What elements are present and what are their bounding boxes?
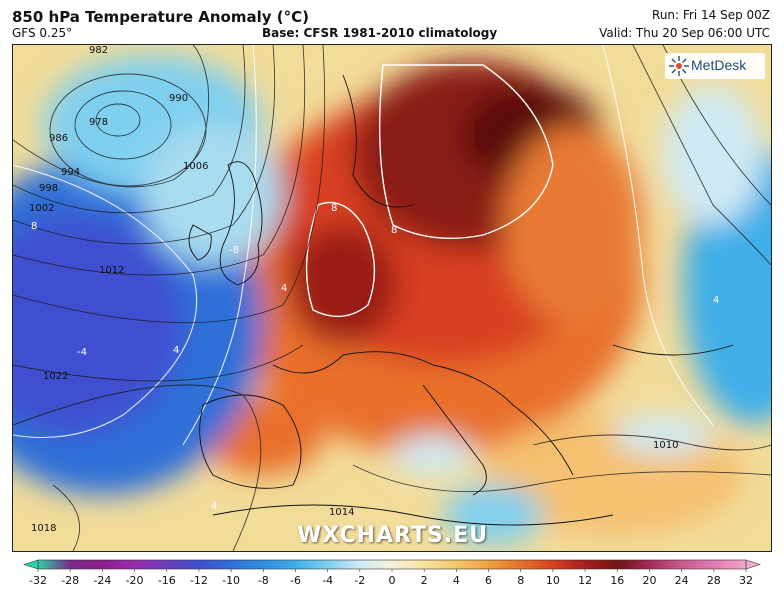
anomaly-contour-8 [378, 64, 554, 239]
colorbar-tick-label: 16 [610, 574, 625, 587]
chart-header: 850 hPa Temperature Anomaly (°C) GFS 0.2… [0, 0, 784, 44]
isobar-label: 1018 [31, 523, 57, 534]
colorbar-tick-label: -6 [289, 574, 301, 587]
metdesk-logo: MetDesk [665, 53, 765, 79]
isobar-label: 1010 [653, 440, 679, 451]
anomaly-contour-8-west [305, 201, 376, 318]
colorbar-max-arrow [745, 559, 761, 570]
isobar-label: 998 [39, 183, 59, 194]
colorbar-tick-label: -24 [93, 574, 112, 587]
colorbar-tick-label: 4 [452, 574, 460, 587]
anomaly-label: 8 [31, 221, 38, 232]
colorbar-tick-label: -28 [61, 574, 80, 587]
isobar-label: 982 [89, 45, 109, 56]
colorbar-tick-label: -10 [222, 574, 241, 587]
isobar-label: 1002 [29, 203, 55, 214]
anomaly-label: 4 [173, 345, 180, 356]
coastlines [188, 74, 734, 526]
colorbar-fill [37, 559, 747, 570]
isobar-label: 1014 [329, 507, 355, 518]
anomaly-contour-4 [182, 45, 257, 446]
model-label: GFS 0.25° [12, 26, 73, 40]
map-canvas [13, 45, 771, 551]
colorbar-tick-label: 0 [388, 574, 396, 587]
anomaly-label: 4 [211, 501, 218, 512]
colorbar-tick-label: 8 [517, 574, 525, 587]
anomaly-label: 8 [391, 225, 398, 236]
colorbar-tick-label: 32 [739, 574, 753, 587]
colorbar-tick-label: -16 [157, 574, 176, 587]
isobar-label: 1022 [43, 371, 69, 382]
anomaly-contour-4-east [602, 45, 714, 426]
anomaly-contour-neg4 [13, 164, 198, 439]
anomaly-label: -4 [77, 347, 87, 358]
colorbar-tick-label: 12 [578, 574, 593, 587]
colorbar-tick-label: -20 [125, 574, 144, 587]
chart-title: 850 hPa Temperature Anomaly (°C) [12, 8, 309, 26]
colorbar-tick-label: 28 [706, 574, 721, 587]
colorbar-tick-label: 20 [642, 574, 657, 587]
colorbar-tick-label: 2 [420, 574, 428, 587]
isobar-label: 994 [61, 167, 81, 178]
anomaly-label: 4 [713, 295, 720, 306]
run-time: Run: Fri 14 Sep 00Z [652, 8, 770, 22]
colorbar-tick-label: -8 [257, 574, 269, 587]
isobar-label: 1006 [183, 161, 209, 172]
colorbar: -32 -28 -24 -20 -16 -12 -10 -8 -6 -4 -2 0 2 4 6 8 10 12 16… [20, 558, 764, 598]
colorbar-min-arrow [23, 559, 39, 570]
isobar-label: 990 [169, 93, 189, 104]
colorbar-tick-label: 24 [674, 574, 689, 587]
colorbar-gradient [23, 559, 761, 572]
anomaly-label: 4 [281, 283, 288, 294]
isobar-label: 986 [49, 133, 69, 144]
colorbar-tick-label: 10 [545, 574, 560, 587]
colorbar-tick-label: -12 [189, 574, 208, 587]
anomaly-map: 982 978 986 990 994 998 1002 1006 1010 1… [12, 44, 772, 552]
colorbar-tick-label: 6 [485, 574, 493, 587]
climatology-base: Base: CFSR 1981-2010 climatology [262, 26, 498, 40]
metdesk-logo-icon [669, 56, 689, 76]
colorbar-tick-label: -2 [354, 574, 366, 587]
anomaly-label: 8 [331, 203, 338, 214]
metdesk-logo-text: MetDesk [691, 57, 747, 73]
valid-time: Valid: Thu 20 Sep 06:00 UTC [599, 26, 770, 40]
colorbar-tick-label: -4 [322, 574, 334, 587]
anomaly-label: -8 [229, 245, 239, 256]
isobar-label: 1012 [99, 265, 125, 276]
colorbar-tick-label: -32 [29, 574, 47, 587]
anomaly-field [13, 55, 771, 545]
isobar-label: 978 [89, 117, 109, 128]
wxcharts-watermark: WXCHARTS.EU [297, 523, 489, 548]
